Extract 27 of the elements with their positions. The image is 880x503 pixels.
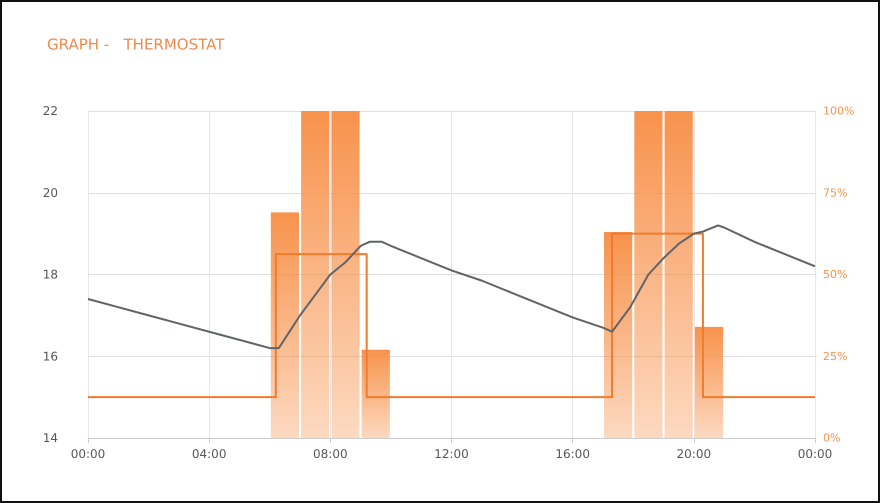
y-tick-label: 16 bbox=[42, 349, 58, 364]
y2-tick-label: 50% bbox=[823, 268, 848, 281]
x-tick-label: 12:00 bbox=[434, 447, 469, 461]
y-tick-label: 20 bbox=[42, 186, 58, 200]
y2-tick-label: 75% bbox=[823, 186, 848, 200]
bar bbox=[362, 350, 390, 438]
y2-tick-label: 25% bbox=[823, 350, 848, 363]
bar bbox=[301, 111, 330, 438]
y-tick-label: 22 bbox=[42, 104, 58, 118]
x-tick-label: 04:00 bbox=[192, 447, 226, 461]
bar bbox=[331, 111, 360, 438]
y-tick-label: 14 bbox=[42, 431, 58, 445]
bar bbox=[634, 111, 662, 438]
bar bbox=[694, 326, 724, 438]
bar bbox=[604, 232, 632, 438]
x-tick-label: 20:00 bbox=[676, 447, 712, 461]
x-tick-label: 00:00 bbox=[70, 447, 106, 461]
chart-title: GRAPH - THERMOSTAT bbox=[47, 36, 226, 54]
line-series bbox=[87, 224, 816, 350]
x-tick-label: 08:00 bbox=[313, 447, 348, 461]
y-tick-label: 18 bbox=[42, 268, 58, 282]
x-tick-label: 16:00 bbox=[555, 447, 590, 461]
y2-tick-label: 0% bbox=[823, 432, 840, 444]
x-tick-label: 00:00 bbox=[798, 447, 832, 461]
y2-tick-label: 100% bbox=[823, 104, 854, 118]
bar bbox=[270, 212, 299, 438]
bar bbox=[664, 111, 693, 438]
